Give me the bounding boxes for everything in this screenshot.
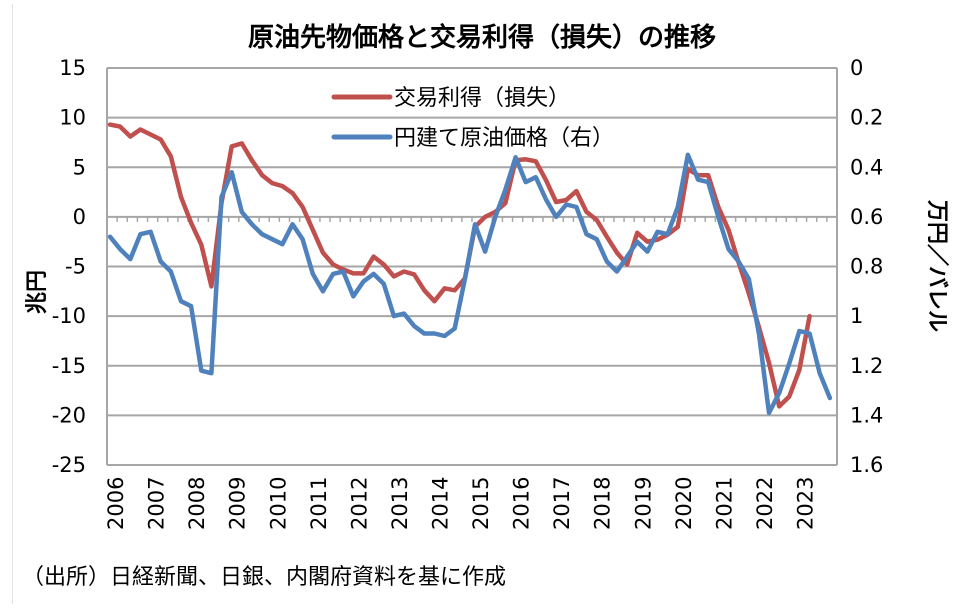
x-tick-label: 2008 <box>185 477 209 530</box>
x-tick-label: 2007 <box>145 477 169 530</box>
tick-labels: 15 10 5 0 -5 -10 -15 -20 -25 0 0.2 0.4 0.6 0.8 1 1.2 1.4… <box>52 56 884 530</box>
y-axis-label-left: 兆円 <box>25 270 50 314</box>
y-tick-label-right: 1 <box>850 304 863 328</box>
legend-label-oil-price: 円建て原油価格（右） <box>394 126 614 151</box>
y-tick-label-right: 0 <box>850 56 863 80</box>
source-note: （出所）日経新聞、日銀、内閣府資料を基に作成 <box>22 565 506 590</box>
chart-frame <box>12 4 957 604</box>
x-tick-label: 2013 <box>388 477 412 530</box>
x-tick-label: 2014 <box>429 477 453 530</box>
x-tick-label: 2019 <box>631 477 655 530</box>
y-tick-label-left: 5 <box>73 155 86 179</box>
legend: 交易利得（損失） 円建て原油価格（右） <box>331 86 614 151</box>
y-tick-label-right: 1.4 <box>850 403 883 427</box>
y-tick-label-left: -25 <box>52 453 86 477</box>
x-tick-label: 2015 <box>469 477 493 530</box>
x-tick-label: 2012 <box>347 477 371 530</box>
y-tick-label-left: -20 <box>52 403 86 427</box>
y-tick-label-left: -10 <box>52 304 86 328</box>
y-tick-label-right: 0.6 <box>850 205 883 229</box>
legend-label-trade-gain: 交易利得（損失） <box>394 86 570 111</box>
y-tick-label-right: 0.4 <box>850 155 883 179</box>
x-tick-label: 2016 <box>510 477 534 530</box>
y-tick-label-right: 0.8 <box>850 255 883 279</box>
y-tick-label-left: -5 <box>65 255 86 279</box>
x-tick-label: 2009 <box>226 477 250 530</box>
chart-title: 原油先物価格と交易利得（損失）の推移 <box>248 22 716 53</box>
x-tick-label: 2018 <box>591 477 615 530</box>
x-tick-label: 2011 <box>307 477 331 530</box>
y-tick-label-right: 1.2 <box>850 354 883 378</box>
x-tick-label: 2010 <box>266 477 290 530</box>
x-tick-label: 2020 <box>672 477 696 530</box>
y-tick-label-left: 10 <box>59 106 86 130</box>
y-tick-label-left: -15 <box>52 354 86 378</box>
y-tick-label-left: 15 <box>59 56 86 80</box>
y-tick-label-right: 1.6 <box>850 453 883 477</box>
x-tick-label: 2022 <box>753 477 777 530</box>
y-tick-label-left: 0 <box>73 205 86 229</box>
x-tick-label: 2021 <box>712 477 736 530</box>
series-lines <box>107 122 833 416</box>
y-tick-label-right: 0.2 <box>850 106 883 130</box>
x-tick-label: 2023 <box>794 477 818 530</box>
x-tick-label: 2017 <box>550 477 574 530</box>
series-line-oil-price <box>107 152 833 416</box>
x-tick-label: 2006 <box>104 477 128 530</box>
y-axis-label-right: 万円／バレル <box>924 199 949 332</box>
